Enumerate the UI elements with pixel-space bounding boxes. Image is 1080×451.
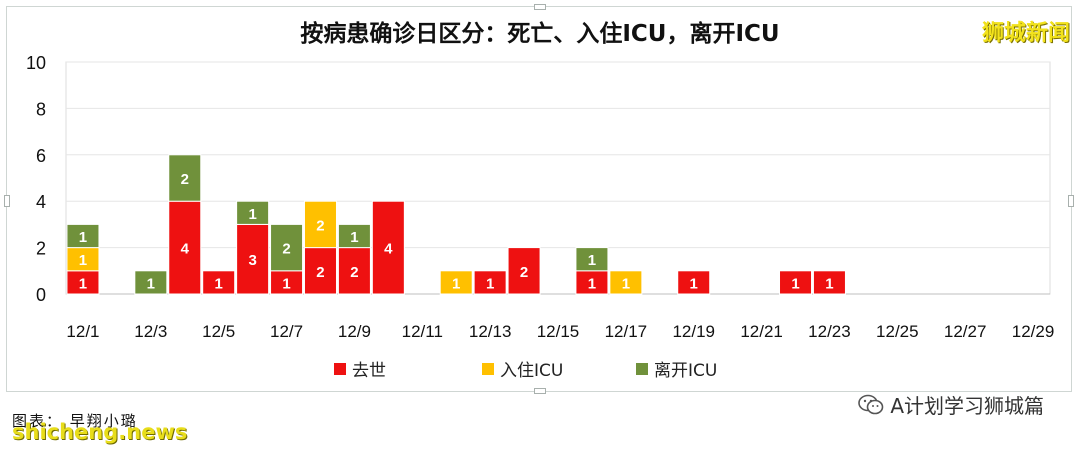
- data-label: 1: [79, 275, 87, 292]
- x-tick-label: 12/29: [1012, 322, 1055, 341]
- bar-segment: [371, 200, 405, 295]
- data-label: 2: [520, 264, 528, 281]
- x-tick-label: 12/23: [808, 322, 851, 341]
- bar-segment: [303, 200, 337, 249]
- bar-segment: [677, 270, 711, 295]
- x-tick-label: 12/7: [270, 322, 303, 341]
- y-tick-label: 0: [36, 285, 46, 305]
- bar-segment: [779, 270, 813, 295]
- data-label: 1: [79, 229, 87, 246]
- x-tick-label: 12/27: [944, 322, 987, 341]
- wechat-account-name: A计划学习狮城篇: [890, 394, 1044, 418]
- x-tick-label: 12/15: [537, 322, 580, 341]
- data-label: 1: [79, 252, 87, 269]
- brand-logo-text: 狮城新闻: [981, 21, 1070, 46]
- bar-segment: [337, 223, 371, 249]
- x-tick-label: 12/25: [876, 322, 919, 341]
- data-label: 1: [588, 252, 596, 269]
- x-tick-label: 12/19: [672, 322, 715, 341]
- data-label: 1: [350, 229, 358, 246]
- data-label: 4: [384, 241, 393, 258]
- bar-segment: [303, 247, 337, 295]
- legend-item: 离开ICU: [636, 356, 717, 381]
- chart-title: 按病患确诊日区分：死亡、入住ICU，离开ICU: [300, 21, 780, 47]
- data-label: 2: [316, 217, 324, 234]
- legend-label: 入住ICU: [500, 361, 564, 381]
- x-tick-label: 12/5: [202, 322, 235, 341]
- data-label: 1: [452, 275, 460, 292]
- data-label: 2: [350, 264, 358, 281]
- legend-label: 离开ICU: [654, 361, 718, 381]
- bar-segment: [202, 270, 236, 295]
- bar-segment: [609, 270, 643, 295]
- data-label: 1: [825, 275, 833, 292]
- resize-handle-top[interactable]: [534, 4, 546, 10]
- y-tick-label: 8: [36, 99, 46, 119]
- resize-handle-right[interactable]: [1068, 195, 1074, 207]
- bar-segment: [236, 200, 270, 225]
- resize-handle-bottom[interactable]: [534, 388, 546, 394]
- data-label: 2: [316, 264, 324, 281]
- x-tick-label: 12/17: [605, 322, 648, 341]
- bar-segment: [507, 247, 541, 295]
- wechat-watermark: A计划学习狮城篇: [858, 390, 1044, 419]
- x-tick-label: 12/13: [469, 322, 512, 341]
- source-credit: 图表： 早翔小璐: [12, 412, 138, 430]
- legend-label: 去世: [352, 361, 386, 381]
- bar-segment: [337, 247, 371, 295]
- y-tick-label: 10: [26, 53, 46, 73]
- chart-legend: 去世 入住ICU 离开ICU: [0, 356, 1080, 381]
- x-tick-label: 12/1: [66, 322, 99, 341]
- bar-segment: [66, 223, 100, 249]
- legend-swatch: [482, 362, 494, 375]
- data-label: 1: [588, 275, 596, 292]
- data-label: 1: [215, 275, 223, 292]
- bar-segment: [168, 154, 202, 202]
- data-label: 2: [181, 171, 189, 188]
- data-label: 1: [486, 275, 494, 292]
- data-label: 1: [622, 275, 630, 292]
- bar-segment: [134, 270, 168, 295]
- data-label: 1: [791, 275, 799, 292]
- data-label: 2: [282, 241, 290, 258]
- data-label: 3: [248, 252, 256, 269]
- wechat-icon: [858, 394, 884, 414]
- data-label: 1: [248, 206, 256, 223]
- legend-item: 入住ICU: [482, 356, 563, 381]
- data-label: 1: [282, 275, 290, 292]
- data-label: 1: [690, 275, 698, 292]
- site-watermark: shicheng.news: [12, 420, 188, 444]
- legend-swatch: [636, 362, 648, 375]
- bar-segment: [439, 270, 473, 295]
- data-label: 1: [147, 275, 155, 292]
- stacked-bar-chart: 0 2 4 6 8 10 12/1 12/3 12/5 12/7 12/9 12/11 12/13 12/…: [26, 53, 1055, 341]
- x-tick-label: 12/11: [402, 322, 443, 341]
- data-label: 4: [181, 241, 190, 258]
- y-tick-label: 2: [36, 239, 46, 259]
- y-tick-label: 4: [36, 192, 46, 212]
- bar-segment: [473, 270, 507, 295]
- x-tick-label: 12/9: [338, 322, 371, 341]
- y-tick-label: 6: [36, 146, 46, 166]
- resize-handle-left[interactable]: [4, 195, 10, 207]
- plot-area: [65, 61, 1051, 295]
- x-tick-label: 12/21: [740, 322, 783, 341]
- bar-segment: [812, 270, 846, 295]
- legend-swatch: [334, 362, 346, 375]
- bar-segment: [270, 223, 304, 272]
- legend-item: 去世: [334, 356, 386, 381]
- x-tick-label: 12/3: [134, 322, 167, 341]
- bar-segment: [575, 247, 609, 272]
